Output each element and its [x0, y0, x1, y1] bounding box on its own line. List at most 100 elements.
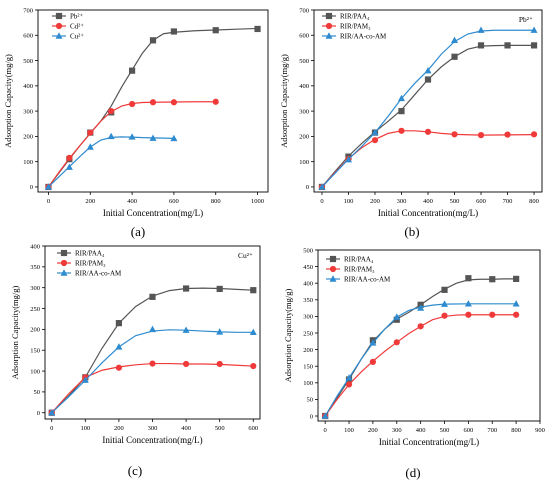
- chart-panel-a: 0 200 400 600 800 1000 0 100 200 300 400 500 600 700 I…: [3, 7, 269, 239]
- x-tick-label: 600: [169, 198, 179, 205]
- legend-label: Cd²⁺: [70, 23, 84, 31]
- data-point: [321, 412, 329, 419]
- legend-label: RIR/PAM₃: [344, 266, 375, 274]
- data-point: [451, 131, 458, 138]
- data-point: [477, 132, 485, 139]
- data-point: [489, 311, 496, 318]
- data-point: [344, 155, 352, 163]
- y-tick-label: 700: [299, 7, 309, 14]
- data-point: [107, 132, 115, 140]
- x-axis-title: Initial Concentration(mg/L): [103, 208, 203, 218]
- data-point: [182, 285, 190, 292]
- data-point: [441, 300, 449, 307]
- y-axis-title: Adsorption Capacity(mg/g): [10, 285, 20, 379]
- legend-label: RIR/PAA₄: [75, 250, 105, 258]
- y-tick-label: 300: [23, 108, 33, 115]
- panel-label: (a): [131, 224, 145, 239]
- data-point: [465, 311, 472, 318]
- x-tick-label: 200: [114, 425, 124, 432]
- y-tick-label: 150: [303, 364, 313, 371]
- chart-panel-c: 0 100 200 300 400 500 600 0 50 100 150 200 250 300 350…: [10, 243, 261, 478]
- x-tick-label: 100: [344, 198, 354, 205]
- legend-marker: [325, 32, 333, 39]
- y-tick-label: 250: [303, 330, 313, 337]
- data-point: [398, 127, 405, 134]
- data-point: [149, 134, 157, 141]
- y-tick-label: 500: [299, 58, 309, 65]
- data-point: [212, 27, 219, 34]
- data-point: [371, 137, 379, 144]
- legend-label: Cu²⁺: [70, 33, 84, 41]
- legend-marker: [55, 22, 63, 30]
- series-line: [321, 29, 535, 188]
- y-tick-label: 350: [303, 297, 313, 304]
- y-tick-label: 0: [306, 184, 309, 191]
- data-point: [170, 99, 178, 106]
- y-tick-label: 200: [30, 327, 40, 334]
- data-point: [170, 28, 178, 35]
- x-tick-label: 300: [397, 198, 407, 205]
- plot-frame: [317, 249, 541, 422]
- y-tick-label: 250: [30, 306, 40, 313]
- data-point: [128, 100, 136, 108]
- data-point: [345, 381, 353, 388]
- series-line: [324, 303, 517, 417]
- data-point: [465, 275, 472, 282]
- data-point: [345, 374, 353, 381]
- x-tick-label: 300: [148, 425, 158, 432]
- data-point: [216, 285, 223, 293]
- data-point: [530, 131, 538, 138]
- data-point: [393, 339, 400, 346]
- y-tick-label: 400: [299, 83, 309, 90]
- data-point: [424, 128, 432, 135]
- x-tick-label: 900: [535, 427, 545, 434]
- data-point: [149, 99, 157, 106]
- legend-marker: [325, 12, 333, 20]
- y-tick-label: 100: [30, 368, 40, 375]
- data-point: [216, 360, 223, 368]
- y-tick-label: 100: [299, 159, 309, 166]
- x-tick-label: 500: [440, 427, 450, 434]
- x-tick-label: 700: [503, 198, 513, 205]
- data-point: [108, 108, 115, 115]
- data-point: [417, 304, 425, 311]
- data-point: [254, 25, 261, 33]
- data-point: [530, 42, 538, 49]
- data-point: [250, 287, 257, 294]
- data-point: [115, 320, 123, 327]
- x-tick-label: 300: [392, 427, 402, 434]
- y-axis-title: Adsorption Capacity(mg/g): [3, 54, 13, 148]
- y-tick-label: 300: [30, 285, 40, 292]
- data-point: [424, 76, 432, 83]
- x-tick-label: 200: [368, 427, 378, 434]
- data-point: [451, 36, 459, 44]
- x-tick-label: 200: [370, 198, 380, 205]
- data-point: [464, 300, 472, 307]
- data-point: [369, 339, 377, 346]
- x-axis-title: Initial Concentration(mg/L): [379, 437, 479, 447]
- data-point: [48, 409, 56, 416]
- y-tick-label: 100: [23, 159, 33, 166]
- data-point: [149, 325, 156, 333]
- series-line: [324, 314, 517, 417]
- x-tick-label: 0: [320, 198, 323, 205]
- data-point: [66, 154, 73, 161]
- series-line: [51, 287, 254, 414]
- x-tick-label: 600: [248, 425, 258, 432]
- data-point: [369, 358, 377, 365]
- data-point: [451, 53, 458, 60]
- x-tick-label: 100: [344, 427, 354, 434]
- data-point: [170, 134, 178, 142]
- legend-marker: [329, 255, 337, 263]
- data-point: [513, 275, 520, 282]
- data-point: [81, 376, 89, 383]
- y-tick-label: 500: [303, 247, 313, 254]
- x-axis-title: Initial Concentration(mg/L): [102, 435, 202, 445]
- data-point: [115, 364, 123, 371]
- y-axis-title: Adsorption Capacity(mg/g): [283, 288, 293, 382]
- legend-label: RIR/PAA₄: [344, 256, 374, 264]
- legend-label: RIR/PAM₃: [75, 260, 106, 268]
- data-point: [216, 328, 224, 335]
- data-point: [249, 328, 257, 335]
